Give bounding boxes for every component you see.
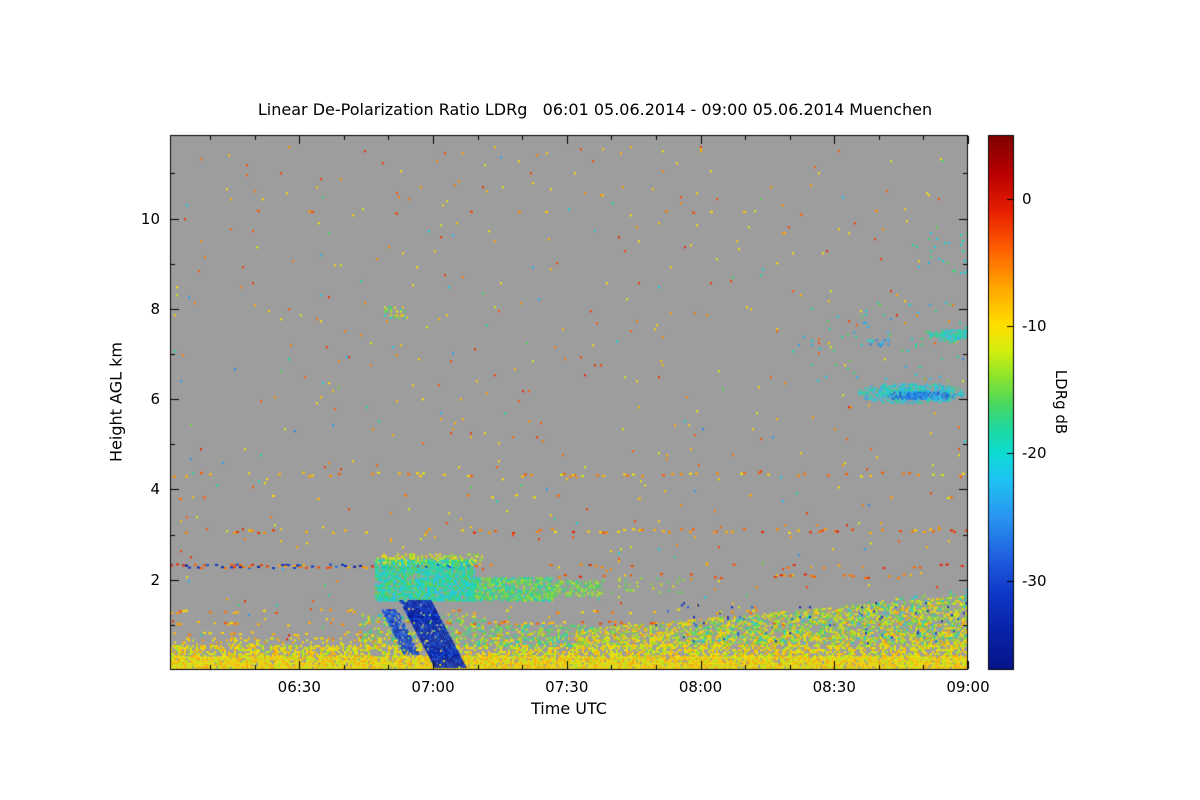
y-tick-label: 8: [150, 299, 160, 318]
x-tick-label: 07:30: [545, 678, 589, 696]
colorbar-tick-label: 0: [1022, 189, 1032, 208]
chart-title: Linear De-Polarization Ratio LDRg 06:01 …: [257, 100, 933, 119]
y-tick-label: 10: [140, 209, 160, 228]
x-tick-label: 09:00: [946, 678, 990, 696]
y-tick-label: 6: [150, 390, 160, 409]
x-tick-label: 06:30: [277, 678, 321, 696]
colorbar-label: LDRg dB: [1052, 369, 1070, 435]
x-tick-label: 08:30: [812, 678, 856, 696]
colorbar-tick-label: -20: [1022, 444, 1047, 463]
y-axis-label: Height AGL km: [106, 342, 126, 462]
x-axis-label: Time UTC: [531, 699, 607, 718]
x-tick-label: 07:00: [411, 678, 455, 696]
colorbar-tick-label: -10: [1022, 317, 1047, 336]
x-tick-label: 08:00: [678, 678, 723, 696]
y-tick-label: 2: [150, 570, 160, 589]
colorbar-tick-label: -30: [1022, 571, 1047, 590]
y-tick-label: 4: [150, 480, 160, 499]
